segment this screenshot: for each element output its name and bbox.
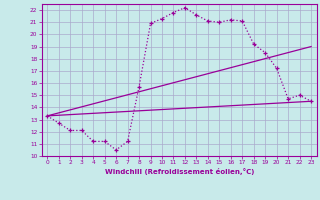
X-axis label: Windchill (Refroidissement éolien,°C): Windchill (Refroidissement éolien,°C) [105,168,254,175]
